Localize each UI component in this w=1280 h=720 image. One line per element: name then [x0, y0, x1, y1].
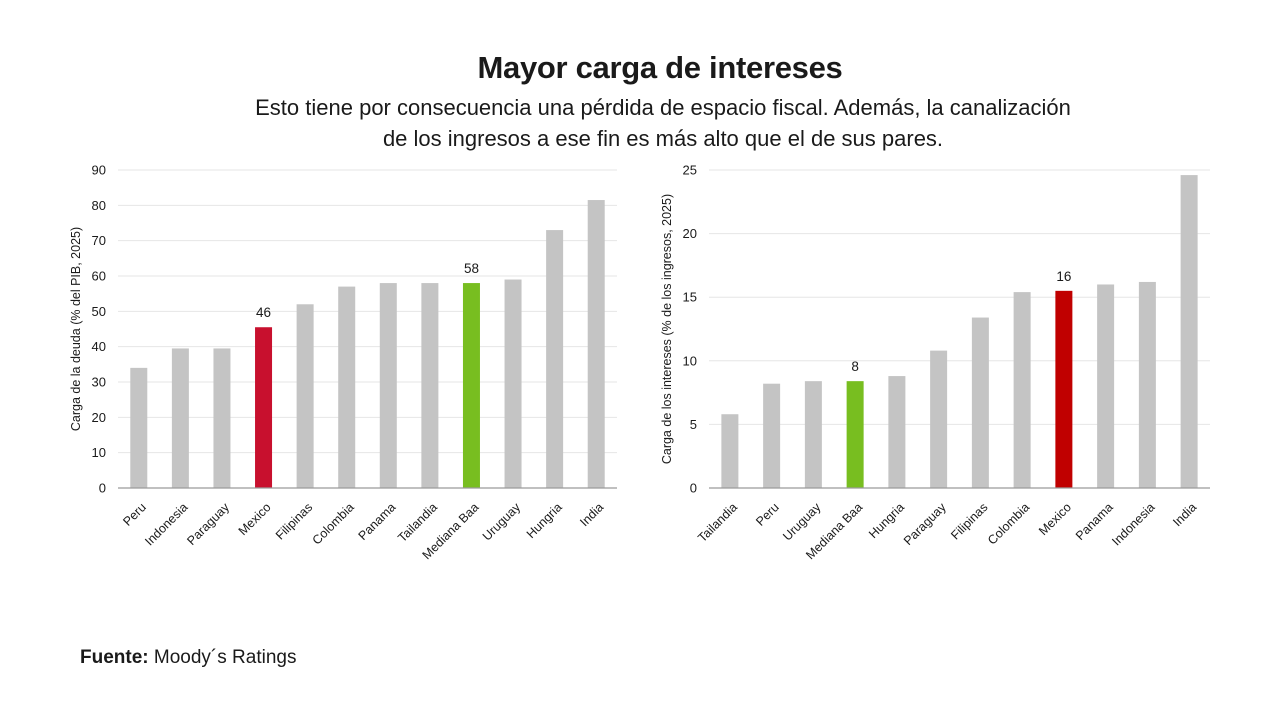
bar-mediana-baa	[846, 381, 864, 488]
x-tick-label: Mexico	[1036, 500, 1074, 538]
bar-paraguay	[213, 348, 231, 488]
y-tick-label: 25	[683, 163, 697, 178]
x-tick-label: Panama	[1073, 500, 1116, 543]
y-tick-label: 50	[92, 304, 106, 319]
x-tick-label: Filipinas	[948, 500, 990, 542]
x-tick-label: Indonesia	[1109, 500, 1157, 548]
x-tick-label: Tailandia	[695, 500, 740, 545]
y-tick-label: 15	[683, 290, 697, 305]
x-tick-label: Paraguay	[901, 500, 949, 548]
bar-indonesia	[171, 348, 189, 488]
bar-mexico	[1055, 290, 1073, 488]
data-label-mediana-baa: 8	[851, 359, 859, 374]
bar-indonesia	[1138, 281, 1156, 488]
bar-india	[1180, 175, 1198, 488]
y-tick-label: 10	[92, 445, 106, 460]
bar-colombia	[338, 286, 356, 488]
bar-peru	[130, 367, 148, 488]
x-tick-label: Colombia	[985, 500, 1032, 547]
bar-colombia	[1013, 292, 1031, 488]
y-tick-label: 20	[683, 226, 697, 241]
source-text: Moody´s Ratings	[153, 647, 297, 668]
bar-filipinas	[296, 304, 314, 488]
y-tick-label: 30	[92, 375, 106, 390]
page-title: Mayor carga de intereses	[477, 50, 843, 85]
y-tick-label: 5	[690, 417, 697, 432]
y-tick-label: 20	[92, 410, 106, 425]
data-label-mediana-baa: 58	[464, 261, 479, 276]
subtitle-line-2: de los ingresos a ese fin es más alto qu…	[382, 126, 944, 151]
bar-peru	[763, 383, 781, 488]
source-label: Fuente:	[80, 647, 149, 668]
debt-burden-chart: 0102030405060708090PeruIndonesiaParaguay…	[69, 163, 617, 562]
bar-hungria	[888, 376, 906, 488]
subtitle-line-1: Esto tiene por consecuencia una pérdida …	[255, 95, 1071, 120]
data-label-mexico: 46	[256, 305, 271, 320]
bar-mediana-baa	[462, 283, 480, 488]
bar-paraguay	[930, 350, 948, 488]
y-axis-title: Carga de los intereses (% de los ingreso…	[660, 194, 674, 464]
y-axis-title: Carga de la deuda (% del PIB, 2025)	[69, 227, 83, 431]
y-tick-label: 10	[683, 353, 697, 368]
y-tick-label: 80	[92, 198, 106, 213]
bar-mexico	[255, 327, 273, 488]
bar-india	[587, 200, 605, 489]
y-tick-label: 0	[99, 481, 106, 496]
data-label-mexico: 16	[1056, 269, 1071, 284]
bar-hungria	[546, 230, 564, 489]
y-tick-label: 40	[92, 339, 106, 354]
bar-uruguay	[504, 279, 522, 488]
x-tick-label: Peru	[753, 500, 782, 529]
x-tick-label: India	[1170, 500, 1199, 529]
bar-uruguay	[804, 381, 822, 488]
source-note: Fuente: Moody´s Ratings	[80, 647, 296, 669]
y-tick-label: 60	[92, 269, 106, 284]
bar-panama	[379, 283, 397, 488]
y-tick-label: 0	[690, 481, 697, 496]
bar-tailandia	[421, 283, 439, 488]
bar-panama	[1097, 284, 1115, 488]
y-tick-label: 70	[92, 233, 106, 248]
page-subtitle: Esto tiene por consecuencia una pérdida …	[0, 92, 1280, 154]
bar-tailandia	[721, 414, 739, 488]
x-tick-label: Hungria	[866, 500, 907, 541]
bar-filipinas	[971, 317, 989, 488]
y-tick-label: 90	[92, 163, 106, 178]
